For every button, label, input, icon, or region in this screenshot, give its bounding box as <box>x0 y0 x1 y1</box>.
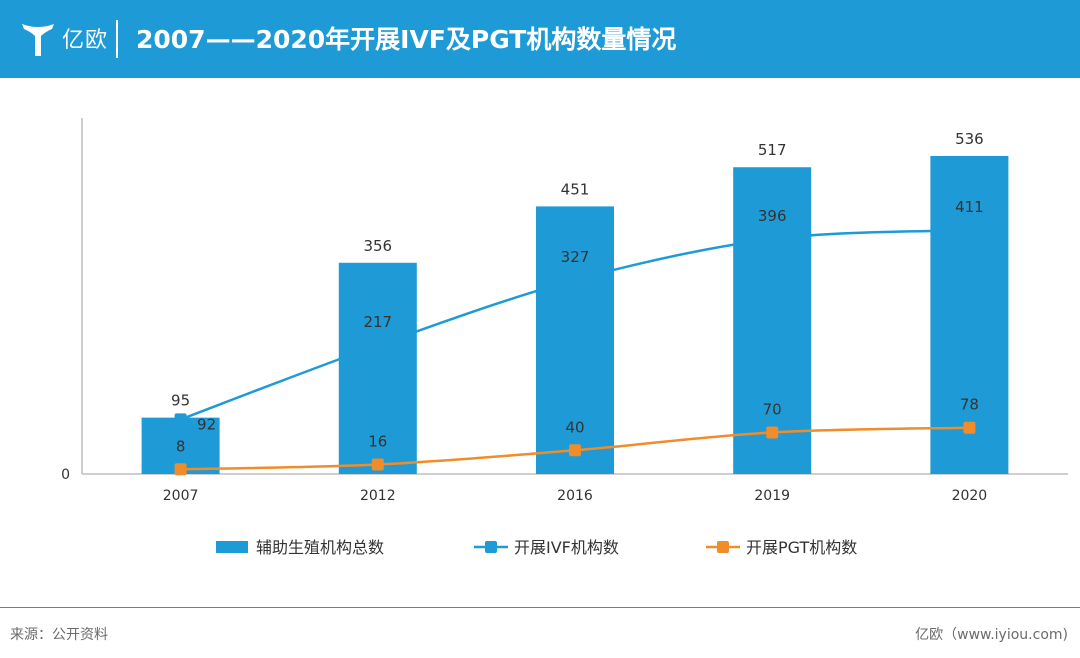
bar-value-label: 356 <box>363 237 392 255</box>
yiou-logo-icon <box>22 24 54 56</box>
x-tick-label: 2007 <box>163 488 199 504</box>
legend-item: 开展PGT机构数 <box>706 538 857 557</box>
bar-value-label: 536 <box>955 130 984 148</box>
line-value-label: 217 <box>363 313 392 331</box>
series-marker <box>963 421 976 434</box>
bar <box>930 155 1009 474</box>
footer-divider <box>0 607 1080 608</box>
x-tick-label: 2012 <box>360 488 396 504</box>
line-value-label: 40 <box>565 418 584 436</box>
line-value-label: 78 <box>960 396 979 414</box>
chart-legend: 辅助生殖机构总数 开展IVF机构数 开展PGT机构数 <box>216 538 857 557</box>
page-title: 2007——2020年开展IVF及PGT机构数量情况 <box>136 25 677 54</box>
source-note: 来源：公开资料 <box>10 627 108 643</box>
data-labels: 95 356 451 517 536 92 217 327 396 411 8 16 40 70 78 <box>171 130 984 455</box>
legend-item: 开展IVF机构数 <box>474 538 619 557</box>
logo-text: 亿欧 <box>62 28 109 53</box>
bar-value-label: 517 <box>758 141 787 159</box>
bar-value-label: 95 <box>171 392 190 410</box>
line-series <box>174 228 976 476</box>
brand-credit: 亿欧（www.iyiou.com) <box>915 627 1068 643</box>
legend-swatch <box>216 541 248 553</box>
y-tick-label: 0 <box>61 467 70 483</box>
bar-value-label: 451 <box>561 180 590 198</box>
line-value-label: 396 <box>758 207 787 225</box>
header-banner: 亿欧 2007——2020年开展IVF及PGT机构数量情况 <box>0 0 1080 78</box>
legend-label: 开展IVF机构数 <box>514 538 619 557</box>
bar <box>536 206 614 474</box>
series-marker <box>569 444 581 457</box>
line-value-label: 92 <box>197 415 216 433</box>
series-marker <box>174 413 187 426</box>
banner-divider <box>116 20 118 58</box>
line-value-label: 8 <box>176 437 186 455</box>
line-value-label: 411 <box>955 198 984 216</box>
line-value-label: 70 <box>763 400 782 418</box>
bar <box>338 262 417 474</box>
series-marker <box>766 426 779 439</box>
x-tick-label: 2016 <box>557 488 593 504</box>
legend-item: 辅助生殖机构总数 <box>216 538 384 557</box>
series-marker <box>371 458 384 471</box>
series-marker <box>174 463 187 476</box>
bar <box>733 167 812 474</box>
legend-marker <box>485 541 497 553</box>
x-tick-label: 2019 <box>754 488 790 504</box>
legend-label: 辅助生殖机构总数 <box>256 538 384 557</box>
legend-label: 开展PGT机构数 <box>746 538 857 557</box>
line-value-label: 16 <box>368 433 387 451</box>
line-value-label: 327 <box>561 248 590 266</box>
legend-marker <box>717 541 729 553</box>
series-line <box>180 228 970 421</box>
chart: 0 2007 2012 2016 2019 2020 95 356 451 517 536 92 21… <box>61 118 1068 557</box>
x-tick-label: 2020 <box>952 488 988 504</box>
